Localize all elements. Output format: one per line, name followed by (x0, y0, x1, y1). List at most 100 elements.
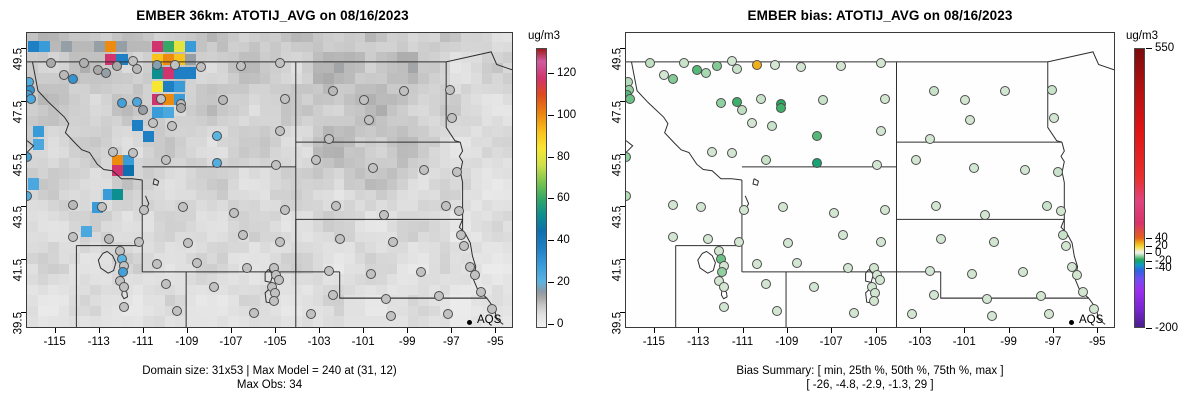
monitor-site[interactable] (880, 94, 891, 105)
monitor-site[interactable] (445, 84, 456, 95)
monitor-site[interactable] (387, 236, 398, 247)
monitor-site[interactable] (152, 259, 162, 270)
monitor-site[interactable] (191, 257, 202, 268)
monitor-site[interactable] (248, 308, 259, 319)
monitor-site[interactable] (242, 263, 253, 274)
monitor-site[interactable] (378, 210, 389, 221)
monitor-site[interactable] (434, 290, 445, 301)
monitor-site[interactable] (447, 112, 458, 123)
monitor-site[interactable] (924, 265, 935, 276)
monitor-site[interactable] (323, 265, 334, 276)
monitor-site[interactable] (451, 166, 462, 177)
monitor-site[interactable] (363, 115, 374, 126)
monitor-site[interactable] (160, 154, 171, 165)
map-plot-model[interactable]: AQS (26, 32, 513, 328)
monitor-site[interactable] (1055, 206, 1066, 217)
monitor-site[interactable] (871, 160, 882, 171)
monitor-site[interactable] (330, 201, 341, 212)
monitor-site[interactable] (218, 95, 229, 106)
monitor-site[interactable] (811, 157, 822, 168)
monitor-site[interactable] (842, 263, 853, 274)
monitor-site[interactable] (101, 67, 112, 78)
monitor-site[interactable] (456, 230, 467, 241)
monitor-site[interactable] (46, 58, 57, 69)
monitor-site[interactable] (171, 305, 182, 316)
monitor-site[interactable] (359, 95, 370, 106)
monitor-site[interactable] (68, 199, 79, 210)
map-plot-bias[interactable]: AQS (625, 32, 1115, 328)
monitor-site[interactable] (718, 301, 729, 312)
monitor-site[interactable] (869, 296, 880, 307)
monitor-site[interactable] (707, 146, 718, 157)
monitor-site[interactable] (152, 59, 162, 70)
monitor-site[interactable] (1072, 269, 1083, 280)
monitor-site[interactable] (328, 86, 339, 97)
monitor-site[interactable] (27, 94, 37, 105)
monitor-site[interactable] (68, 231, 79, 242)
monitor-site[interactable] (964, 115, 975, 126)
monitor-site[interactable] (791, 257, 802, 268)
monitor-site[interactable] (134, 236, 145, 247)
monitor-site[interactable] (1017, 267, 1028, 278)
monitor-site[interactable] (836, 61, 847, 72)
monitor-site[interactable] (727, 148, 738, 159)
monitor-site[interactable] (486, 304, 497, 315)
monitor-site[interactable] (818, 95, 829, 106)
monitor-site[interactable] (68, 74, 79, 85)
monitor-site[interactable] (323, 133, 334, 144)
monitor-site[interactable] (747, 117, 758, 128)
monitor-site[interactable] (738, 205, 749, 216)
monitor-site[interactable] (416, 267, 427, 278)
monitor-site[interactable] (718, 281, 729, 292)
monitor-site[interactable] (464, 261, 475, 272)
monitor-site[interactable] (475, 287, 486, 297)
monitor-site[interactable] (696, 202, 707, 213)
monitor-site[interactable] (268, 296, 279, 307)
monitor-site[interactable] (1061, 240, 1072, 251)
monitor-site[interactable] (459, 240, 470, 251)
monitor-site[interactable] (365, 268, 376, 279)
monitor-site[interactable] (178, 202, 189, 213)
monitor-site[interactable] (829, 207, 840, 218)
monitor-site[interactable] (1035, 290, 1046, 301)
monitor-site[interactable] (1048, 112, 1059, 123)
monitor-site[interactable] (211, 157, 222, 168)
monitor-site[interactable] (132, 96, 143, 107)
monitor-site[interactable] (103, 234, 114, 245)
monitor-site[interactable] (782, 238, 793, 249)
monitor-site[interactable] (367, 162, 378, 173)
monitor-site[interactable] (875, 125, 886, 136)
monitor-site[interactable] (929, 289, 940, 300)
monitor-site[interactable] (275, 236, 286, 247)
monitor-site[interactable] (418, 165, 429, 176)
monitor-site[interactable] (734, 236, 745, 247)
monitor-site[interactable] (27, 190, 32, 201)
monitor-site[interactable] (176, 103, 187, 114)
monitor-site[interactable] (1066, 261, 1077, 272)
monitor-site[interactable] (667, 199, 678, 210)
monitor-site[interactable] (796, 62, 807, 73)
monitor-site[interactable] (156, 94, 167, 105)
monitor-site[interactable] (107, 146, 118, 157)
monitor-site[interactable] (703, 234, 714, 245)
monitor-site[interactable] (760, 279, 771, 290)
monitor-site[interactable] (127, 148, 138, 159)
monitor-site[interactable] (989, 236, 1000, 247)
monitor-site[interactable] (442, 309, 453, 320)
monitor-site[interactable] (310, 154, 321, 165)
monitor-site[interactable] (1000, 86, 1011, 97)
monitor-site[interactable] (980, 210, 991, 221)
monitor-site[interactable] (769, 59, 780, 70)
monitor-site[interactable] (737, 104, 748, 115)
monitor-site[interactable] (196, 62, 207, 73)
monitor-site[interactable] (1077, 287, 1088, 297)
monitor-site[interactable] (147, 117, 158, 128)
monitor-site[interactable] (711, 61, 722, 72)
monitor-site[interactable] (924, 133, 935, 144)
monitor-site[interactable] (440, 201, 451, 212)
monitor-site[interactable] (306, 309, 317, 320)
monitor-site[interactable] (849, 308, 860, 319)
monitor-site[interactable] (678, 58, 689, 69)
monitor-site[interactable] (667, 74, 678, 85)
monitor-site[interactable] (1088, 304, 1099, 315)
